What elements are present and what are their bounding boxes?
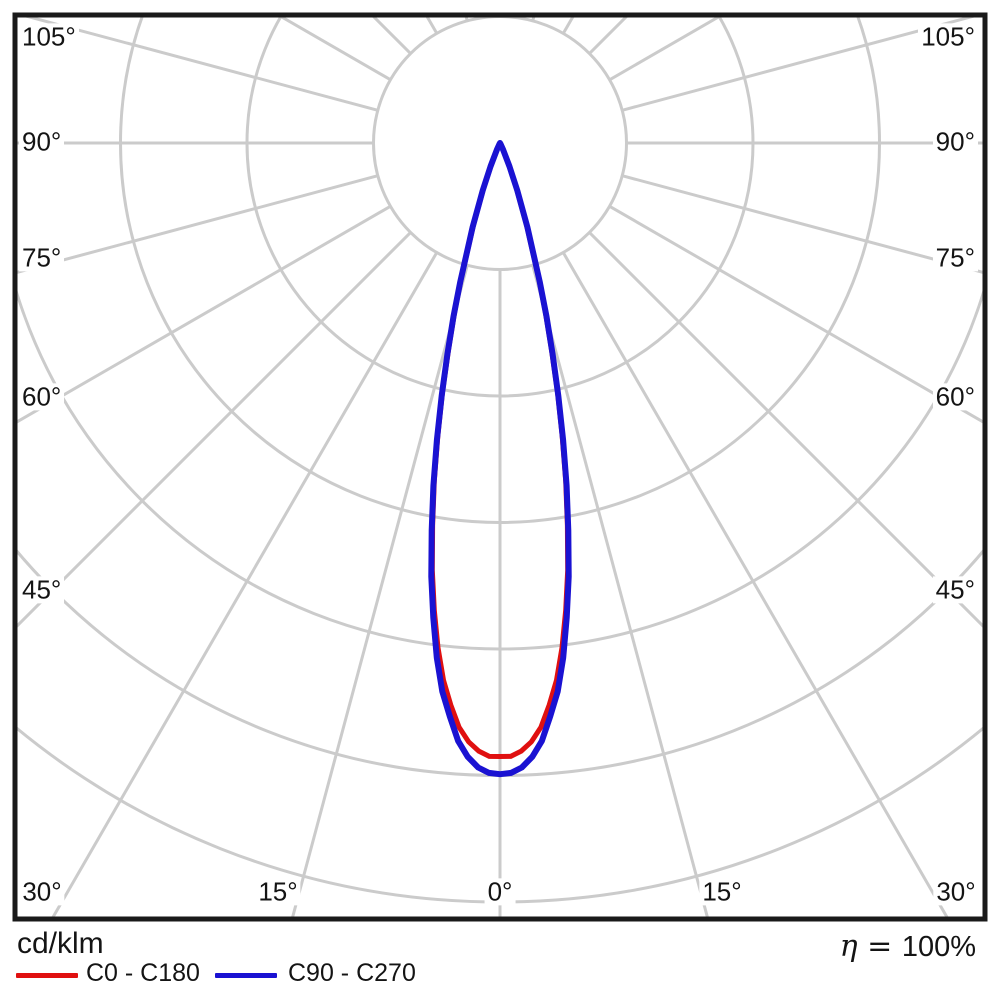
angle-label-bottom-0-30: 30° xyxy=(19,878,65,906)
angle-label-left-60: 60° xyxy=(19,383,65,411)
angle-label-bottom-2-0: 0° xyxy=(484,878,516,906)
grid-radial-30 xyxy=(562,251,950,919)
efficiency-eta: η = xyxy=(839,929,902,964)
units-label: cd/klm xyxy=(17,927,104,960)
grid-radial-15 xyxy=(531,264,710,919)
angle-label-right-105: 105° xyxy=(918,23,978,51)
grid-radial-345 xyxy=(290,264,469,919)
angle-label-right-60: 60° xyxy=(932,383,978,411)
grid-radial-285 xyxy=(15,174,379,275)
angle-label-bottom-4-30: 30° xyxy=(933,878,979,906)
angle-label-left-45: 45° xyxy=(19,576,65,604)
grid-radial-45 xyxy=(588,231,985,631)
angle-label-left-90: 90° xyxy=(19,128,65,156)
grid-radial-300 xyxy=(15,205,392,425)
grid-radial-255 xyxy=(16,15,379,112)
efficiency-label: η = 100% xyxy=(840,929,976,964)
grid-radial-195 xyxy=(464,15,469,22)
angle-label-bottom-3-15: 15° xyxy=(699,878,745,906)
legend-swatch-c90-c270 xyxy=(215,973,277,978)
angle-label-bottom-1-15: 15° xyxy=(255,878,301,906)
angle-label-left-105: 105° xyxy=(19,23,79,51)
plot-border xyxy=(12,12,988,922)
curve-c90-c270 xyxy=(428,140,572,778)
grid-radial-105 xyxy=(621,15,984,112)
angle-label-left-75: 75° xyxy=(19,244,65,272)
efficiency-value: 100% xyxy=(901,931,976,963)
grid-radial-75 xyxy=(621,174,985,275)
legend-label-c0-c180: C0 - C180 xyxy=(86,959,200,987)
grid-radial-60 xyxy=(608,205,985,425)
grid-radial-165 xyxy=(531,15,536,22)
legend-swatch-c0-c180 xyxy=(16,973,78,978)
footer: cd/klm C0 - C180 C90 - C270 η = 100% xyxy=(0,925,1000,1000)
angle-label-right-75: 75° xyxy=(932,244,978,272)
angle-label-right-90: 90° xyxy=(932,128,978,156)
grid-radial-315 xyxy=(15,231,412,631)
legend-label-c90-c270: C90 - C270 xyxy=(288,959,416,987)
grid-radial-330 xyxy=(50,251,438,919)
angle-label-right-45: 45° xyxy=(932,576,978,604)
